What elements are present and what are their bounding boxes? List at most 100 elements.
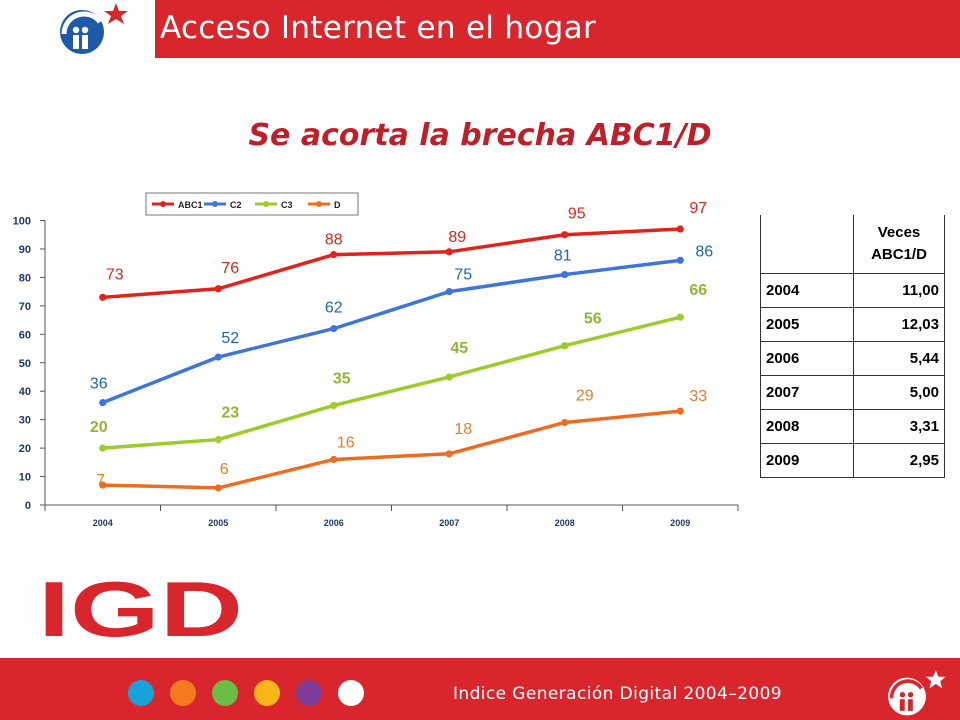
data-point <box>330 401 338 410</box>
legend-label: C3 <box>281 200 293 210</box>
data-label: 86 <box>695 243 713 260</box>
y-tick-label: 40 <box>19 386 31 398</box>
igd-logo: IGD <box>38 578 243 640</box>
slide-title: Se acorta la brecha ABC1/D <box>248 118 712 153</box>
y-tick-label: 90 <box>19 244 31 256</box>
table-cell-year: 2008 <box>760 409 854 444</box>
header-band <box>155 0 960 58</box>
series-line-d <box>102 409 681 490</box>
data-point <box>676 256 684 264</box>
data-label: 75 <box>454 267 472 284</box>
data-label: 16 <box>337 434 355 451</box>
series-line-c2 <box>102 258 681 405</box>
data-label: 81 <box>554 248 572 265</box>
y-tick-label: 70 <box>19 301 31 313</box>
data-point <box>330 455 338 464</box>
data-label: 29 <box>576 387 594 404</box>
legend-marker <box>212 201 218 207</box>
table-header-veces: Veces ABC1/D <box>853 215 945 274</box>
data-point <box>445 248 453 256</box>
color-dot <box>128 680 154 706</box>
data-point <box>214 435 222 444</box>
y-tick-label: 80 <box>19 272 31 284</box>
data-point <box>445 288 453 296</box>
data-point <box>214 285 222 293</box>
igd-emblem-icon <box>60 3 128 54</box>
data-label: 35 <box>333 370 351 387</box>
data-label: 66 <box>689 282 707 299</box>
y-tick-label: 10 <box>19 472 31 484</box>
ratio-table: Veces ABC1/D 2004 11,00 2005 12,03 2006 5,44 2… <box>760 215 945 478</box>
data-point <box>561 342 569 350</box>
table-cell-year: 2006 <box>760 341 854 376</box>
data-label: 89 <box>448 229 466 246</box>
series-line-abc1 <box>102 227 681 300</box>
color-dot <box>170 680 196 706</box>
data-point <box>99 444 107 452</box>
data-label: 62 <box>325 300 343 317</box>
table-header-row: Veces ABC1/D <box>760 215 945 274</box>
data-label: 7 <box>96 472 105 489</box>
data-label: 33 <box>689 388 707 405</box>
series-line-c3 <box>102 315 681 450</box>
table-cell-value: 11,00 <box>853 273 945 308</box>
legend-marker <box>160 201 166 207</box>
data-point <box>214 353 222 361</box>
data-point <box>99 481 107 489</box>
data-point <box>676 407 684 415</box>
legend-label: D <box>334 200 341 210</box>
footer-band <box>0 658 960 720</box>
x-tick-label: 2008 <box>555 518 575 528</box>
table-header-empty <box>760 215 854 274</box>
legend-marker <box>316 201 322 207</box>
igd-emblem-footer-icon <box>888 670 946 716</box>
data-point <box>445 373 453 381</box>
data-label: 23 <box>221 405 239 422</box>
svg-text:IGD: IGD <box>38 578 243 640</box>
data-label: 20 <box>90 419 108 436</box>
data-point <box>561 270 569 279</box>
data-point <box>330 325 338 333</box>
data-point <box>99 293 107 301</box>
data-point <box>214 484 222 492</box>
data-point <box>676 225 684 233</box>
data-point <box>561 418 569 427</box>
data-point <box>561 231 569 239</box>
color-dot <box>338 680 364 706</box>
page-title: Acceso Internet en el hogar <box>160 10 596 46</box>
color-dot <box>254 680 280 706</box>
y-tick-label: 50 <box>19 358 31 370</box>
data-point <box>330 251 338 259</box>
x-tick-label: 2009 <box>670 518 690 528</box>
data-label: 36 <box>90 376 108 393</box>
table-cell-value: 3,31 <box>853 409 945 444</box>
table-cell-year: 2009 <box>760 443 854 478</box>
legend-label: C2 <box>230 200 242 210</box>
data-label: 6 <box>220 461 229 478</box>
y-tick-label: 20 <box>19 443 31 455</box>
x-tick-label: 2004 <box>93 518 113 528</box>
footer-text: Indice Generación Digital 2004–2009 <box>453 684 782 704</box>
table-row: 2007 5,00 <box>760 375 945 410</box>
legend-label: ABC1 <box>178 200 203 210</box>
table-row: 2004 11,00 <box>760 273 945 308</box>
table-cell-year: 2007 <box>760 375 854 410</box>
table-cell-value: 2,95 <box>853 443 945 478</box>
y-tick-label: 0 <box>25 500 31 512</box>
color-dot <box>212 680 238 706</box>
data-label: 88 <box>325 232 343 249</box>
line-chart: 0 10 20 30 40 50 60 70 80 90 100 2004 2005 2006 2007 20… <box>13 192 739 528</box>
table-row: 2009 2,95 <box>760 443 945 478</box>
legend-marker <box>263 201 269 207</box>
data-label: 76 <box>221 260 239 277</box>
table-cell-year: 2005 <box>760 307 854 342</box>
data-label: 73 <box>106 266 124 283</box>
table-cell-value: 5,00 <box>853 375 945 410</box>
legend-box <box>145 192 359 216</box>
data-label: 18 <box>454 421 472 438</box>
table-cell-year: 2004 <box>760 273 854 308</box>
data-point <box>445 450 453 458</box>
data-label: 95 <box>568 206 586 223</box>
data-label: 45 <box>450 340 468 357</box>
color-dot <box>296 680 322 706</box>
